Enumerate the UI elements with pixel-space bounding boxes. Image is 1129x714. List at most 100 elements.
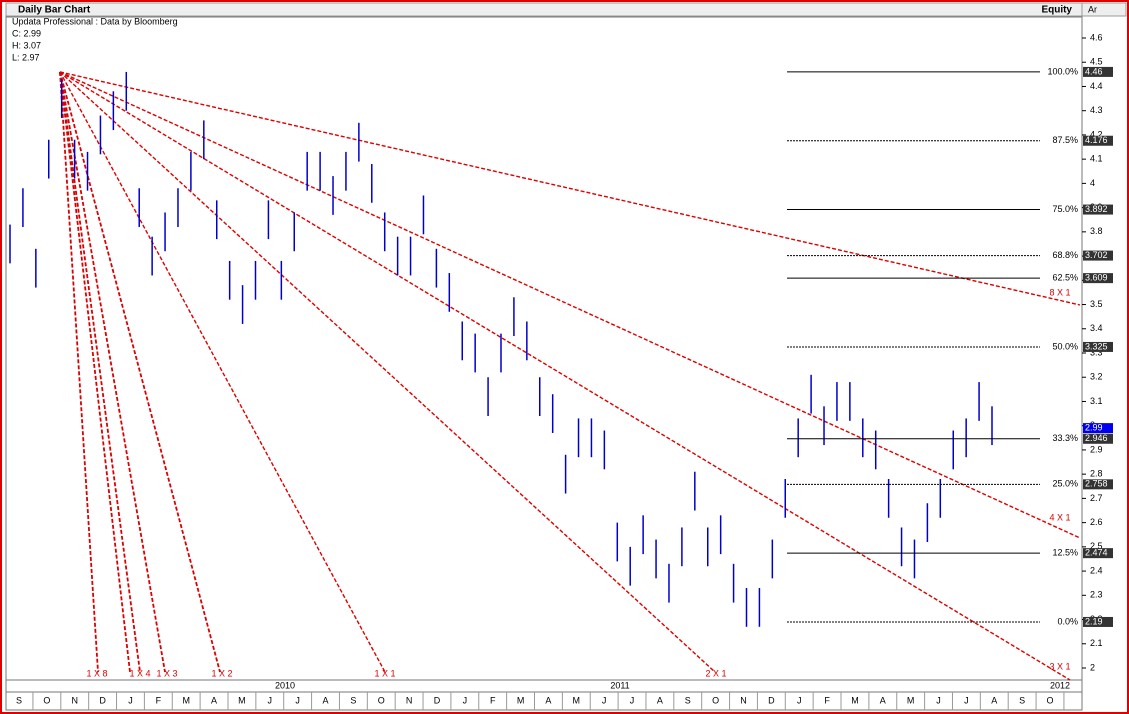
y-tick-label: 4.5	[1090, 57, 1103, 67]
month-label: N	[740, 695, 747, 705]
month-label: M	[517, 695, 525, 705]
y-tick-label: 3.5	[1090, 299, 1103, 309]
fib-label: 12.5%	[1052, 548, 1078, 558]
y-tick-label: 2.7	[1090, 493, 1103, 503]
fib-value: 2.758	[1085, 479, 1108, 489]
y-tick-label: 4.3	[1090, 105, 1103, 115]
fib-label: 50.0%	[1052, 341, 1078, 351]
month-label: F	[490, 695, 496, 705]
fan-label: 1 X 8	[86, 668, 107, 678]
y-tick-label: 4.2	[1090, 129, 1103, 139]
month-label: O	[1046, 695, 1053, 705]
fib-label: 62.5%	[1052, 273, 1078, 283]
y-tick-label: 3.4	[1090, 323, 1103, 333]
fib-value-box	[1083, 204, 1113, 215]
fib-value: 2.474	[1085, 548, 1108, 558]
month-label: J	[797, 695, 802, 705]
info-close: C: 2.99	[12, 28, 41, 38]
info-high: H: 3.07	[12, 40, 41, 50]
fib-value: 3.702	[1085, 250, 1108, 260]
month-label: A	[323, 695, 329, 705]
y-tick-label: 2.6	[1090, 517, 1103, 527]
fib-label: 100.0%	[1047, 66, 1078, 76]
fan-label: 3 X 1	[1049, 661, 1070, 671]
month-label: M	[573, 695, 581, 705]
month-label: O	[378, 695, 385, 705]
info-low: L: 2.97	[12, 52, 40, 62]
fib-value-box	[1083, 250, 1113, 261]
month-label: J	[602, 695, 607, 705]
header-corner-text: Ar	[1088, 4, 1097, 14]
fib-value: 2.946	[1085, 433, 1108, 443]
month-label: O	[712, 695, 719, 705]
fan-line	[59, 71, 716, 673]
fan-label: 1 X 3	[156, 668, 177, 678]
fib-value: 3.892	[1085, 204, 1108, 214]
month-label: D	[99, 695, 106, 705]
month-label: A	[880, 695, 886, 705]
fib-label: 75.0%	[1052, 204, 1078, 214]
month-label: A	[545, 695, 551, 705]
y-tick-label: 3.3	[1090, 347, 1103, 357]
month-label: M	[182, 695, 190, 705]
year-label: 2012	[1050, 680, 1070, 690]
last-price-box	[1083, 423, 1113, 434]
y-tick-label: 2	[1090, 662, 1095, 672]
fib-label: 87.5%	[1052, 135, 1078, 145]
fan-line	[59, 71, 131, 673]
fan-label: 4 X 1	[1049, 512, 1070, 522]
fib-value: 2.19	[1085, 616, 1103, 626]
month-row	[5, 691, 1083, 711]
month-label: D	[434, 695, 441, 705]
y-tick-label: 2.5	[1090, 541, 1103, 551]
fan-line	[59, 71, 1071, 681]
fan-line	[59, 71, 1081, 306]
month-label: J	[964, 695, 969, 705]
source: Updata Professional : Data by Bloomberg	[12, 16, 178, 26]
fib-value: 3.325	[1085, 341, 1108, 351]
month-label: A	[657, 695, 663, 705]
fan-line	[59, 71, 99, 673]
y-tick-label: 4.4	[1090, 81, 1103, 91]
y-tick-label: 2.1	[1090, 638, 1103, 648]
y-tick-label: 4	[1090, 178, 1095, 188]
y-tick-label: 2.8	[1090, 469, 1103, 479]
month-label: M	[907, 695, 915, 705]
y-tick-label: 3.2	[1090, 372, 1103, 382]
fib-value-box	[1083, 341, 1113, 352]
year-label: 2010	[275, 680, 295, 690]
fan-label: 2 X 1	[705, 668, 726, 678]
chart-title: Daily Bar Chart	[18, 5, 91, 16]
fib-value-box	[1083, 548, 1113, 559]
month-label: J	[463, 695, 468, 705]
year-label: 2011	[610, 680, 629, 690]
fib-value-box	[1083, 66, 1113, 77]
fib-value-box	[1083, 479, 1113, 490]
y-tick-label: 2.3	[1090, 590, 1103, 600]
month-label: F	[156, 695, 162, 705]
y-tick-label: 4.1	[1090, 154, 1103, 164]
fib-label: 33.3%	[1052, 433, 1078, 443]
fan-label: 1 X 2	[211, 668, 232, 678]
month-label: S	[350, 695, 356, 705]
month-label: J	[268, 695, 273, 705]
month-label: D	[768, 695, 775, 705]
month-label: A	[991, 695, 997, 705]
fib-value: 4.46	[1085, 66, 1103, 76]
fan-label: 1 X 1	[374, 668, 395, 678]
header-corner	[1081, 2, 1127, 17]
month-label: N	[71, 695, 78, 705]
fib-label: 0.0%	[1057, 616, 1078, 626]
fan-line	[59, 71, 166, 673]
month-label: S	[16, 695, 22, 705]
y-tick-label: 3.8	[1090, 226, 1103, 236]
month-label: S	[1019, 695, 1025, 705]
fib-value-box	[1083, 135, 1113, 146]
month-label: A	[211, 695, 217, 705]
fib-label: 68.8%	[1052, 250, 1078, 260]
month-label: O	[43, 695, 50, 705]
fan-label: 8 X 1	[1049, 287, 1070, 297]
month-label: F	[824, 695, 830, 705]
y-tick-label: 2.4	[1090, 565, 1103, 575]
